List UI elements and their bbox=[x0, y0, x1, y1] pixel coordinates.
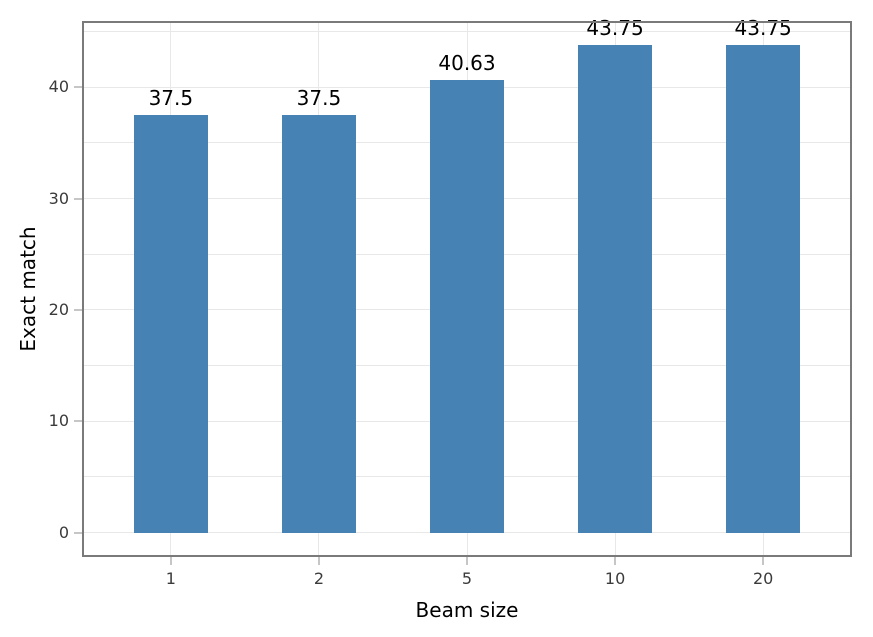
x-axis-tick bbox=[466, 557, 468, 565]
bar-value-label: 40.63 bbox=[438, 51, 496, 76]
bar-value-label: 43.75 bbox=[734, 16, 792, 41]
y-axis-tick bbox=[74, 308, 82, 311]
x-axis-tick bbox=[317, 557, 320, 565]
x-tick-label: 1 bbox=[165, 569, 176, 588]
y-tick-label: 0 bbox=[58, 522, 69, 542]
x-tick-label: 5 bbox=[461, 569, 473, 588]
x-tick-label: 10 bbox=[604, 569, 626, 588]
x-axis-tick bbox=[762, 557, 765, 565]
y-axis-title: Exact match bbox=[16, 226, 40, 352]
y-tick-label: 10 bbox=[48, 411, 69, 431]
x-tick-label: 20 bbox=[752, 569, 774, 588]
bar-value-label: 37.5 bbox=[296, 85, 342, 110]
y-axis-tick bbox=[74, 531, 82, 534]
y-axis-tick bbox=[74, 197, 82, 200]
x-tick-label: 2 bbox=[313, 569, 325, 588]
bar bbox=[726, 45, 801, 533]
bar bbox=[133, 114, 208, 533]
plot-area: 37.5 37.5 40.63 43.75 43.75 0 10 20 30 40 1 2 5 10 20 bbox=[49, 17, 852, 588]
y-tick-label: 20 bbox=[48, 299, 69, 319]
y-axis-tick bbox=[74, 86, 82, 89]
bar bbox=[429, 80, 504, 533]
y-tick-label: 40 bbox=[48, 77, 69, 97]
bar bbox=[578, 45, 653, 533]
x-axis-tick bbox=[614, 557, 617, 565]
bar-value-label: 37.5 bbox=[148, 85, 194, 110]
y-axis-tick bbox=[74, 420, 82, 423]
y-tick-label: 30 bbox=[48, 188, 69, 208]
bar-value-label: 43.75 bbox=[586, 16, 644, 41]
x-axis-tick bbox=[169, 557, 172, 565]
bar bbox=[281, 114, 356, 533]
x-axis-title: Beam size bbox=[415, 598, 519, 622]
